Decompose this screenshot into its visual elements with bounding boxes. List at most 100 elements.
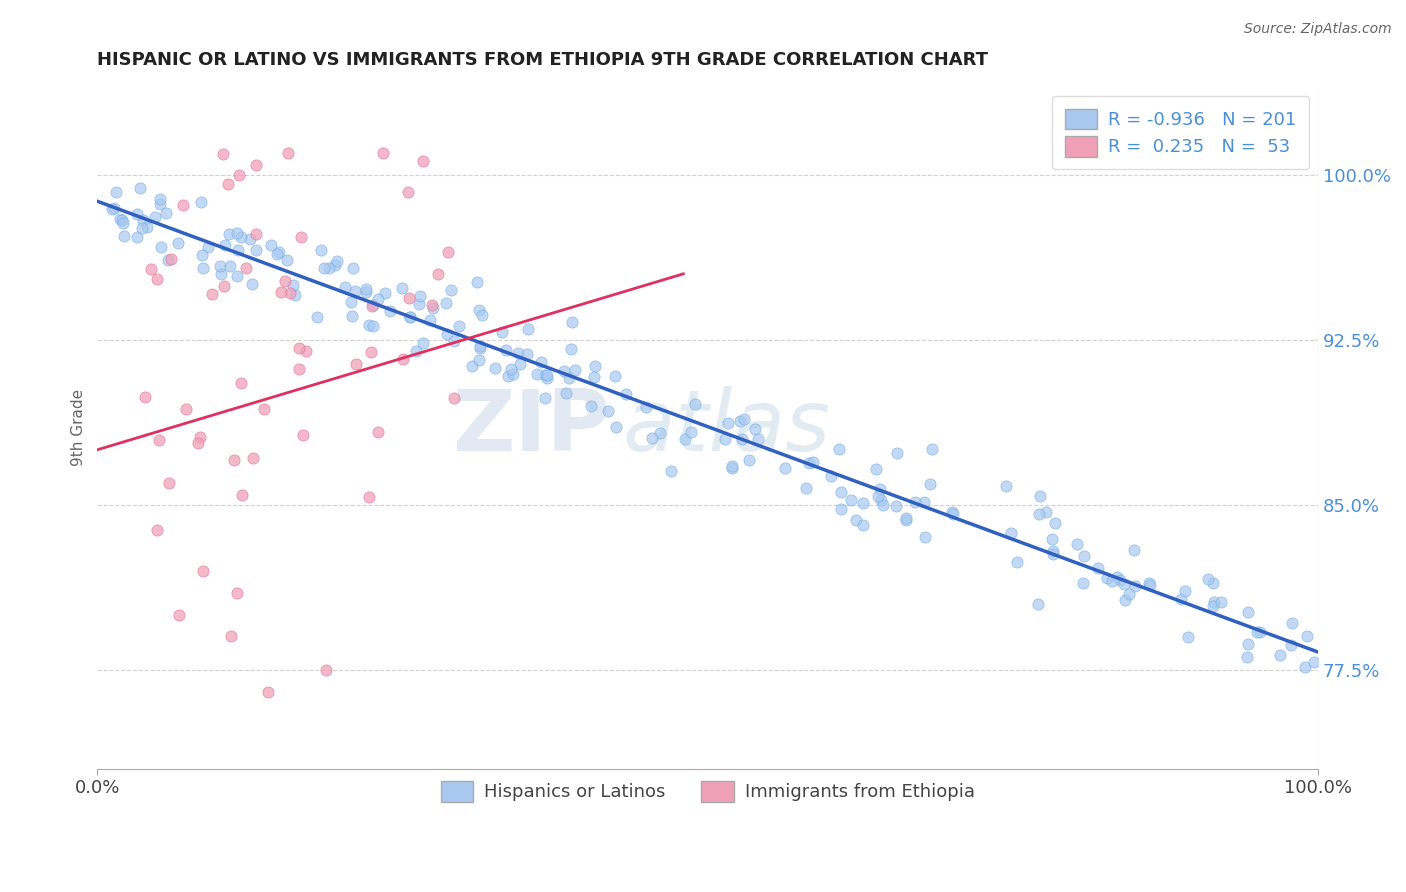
Point xyxy=(468,341,491,355)
Point xyxy=(801,455,824,469)
Y-axis label: 9th Grade: 9th Grade xyxy=(72,389,86,467)
Point xyxy=(434,296,457,310)
Point xyxy=(1028,508,1050,522)
Point xyxy=(744,422,766,436)
Point xyxy=(526,367,548,381)
Point xyxy=(1123,543,1146,558)
Point xyxy=(427,268,450,282)
Point xyxy=(1209,595,1232,609)
Point xyxy=(231,376,253,390)
Point xyxy=(1071,576,1094,591)
Point xyxy=(896,513,918,527)
Point xyxy=(101,202,124,216)
Point xyxy=(166,235,188,250)
Point xyxy=(509,357,531,371)
Point xyxy=(731,433,754,447)
Point xyxy=(405,343,427,358)
Point xyxy=(242,450,264,465)
Point xyxy=(420,297,443,311)
Point xyxy=(730,414,752,428)
Point xyxy=(290,230,312,244)
Point xyxy=(219,629,242,643)
Point xyxy=(281,278,304,293)
Point xyxy=(125,230,148,244)
Point xyxy=(679,425,702,439)
Point xyxy=(1066,537,1088,551)
Point xyxy=(315,663,337,677)
Point xyxy=(1236,650,1258,665)
Point xyxy=(830,485,852,500)
Point xyxy=(1101,574,1123,589)
Point xyxy=(231,230,253,244)
Point xyxy=(437,245,460,260)
Point xyxy=(143,211,166,225)
Point xyxy=(103,201,125,215)
Point xyxy=(139,261,162,276)
Point xyxy=(517,322,540,336)
Point xyxy=(605,368,627,383)
Point xyxy=(673,433,696,447)
Point xyxy=(149,192,172,206)
Point xyxy=(191,248,214,262)
Point xyxy=(374,285,396,300)
Point xyxy=(994,479,1017,493)
Point xyxy=(894,511,917,525)
Point xyxy=(191,260,214,275)
Point xyxy=(357,490,380,504)
Point xyxy=(1043,516,1066,530)
Point xyxy=(146,523,169,537)
Point xyxy=(884,499,907,513)
Point xyxy=(465,275,488,289)
Point xyxy=(914,530,936,544)
Point xyxy=(412,154,434,169)
Point xyxy=(1095,571,1118,585)
Point xyxy=(648,425,671,440)
Point xyxy=(1073,549,1095,564)
Point xyxy=(1268,648,1291,662)
Point xyxy=(284,287,307,301)
Point xyxy=(188,430,211,444)
Point xyxy=(396,185,419,199)
Point xyxy=(335,280,357,294)
Point xyxy=(217,177,239,191)
Point xyxy=(598,404,620,418)
Point xyxy=(318,261,340,276)
Point xyxy=(1170,591,1192,606)
Point xyxy=(583,359,606,373)
Point xyxy=(231,488,253,502)
Point xyxy=(326,254,349,268)
Point xyxy=(443,334,465,348)
Point xyxy=(270,285,292,300)
Point xyxy=(135,219,157,234)
Point xyxy=(733,412,755,426)
Point xyxy=(872,499,894,513)
Point xyxy=(219,259,242,273)
Point xyxy=(1125,579,1147,593)
Point xyxy=(218,227,240,242)
Point xyxy=(1139,578,1161,592)
Point xyxy=(1139,576,1161,591)
Point xyxy=(128,181,150,195)
Point xyxy=(149,197,172,211)
Point xyxy=(866,489,889,503)
Point xyxy=(226,243,249,257)
Point xyxy=(449,319,471,334)
Point xyxy=(502,367,524,381)
Point xyxy=(918,477,941,491)
Point xyxy=(412,335,434,350)
Point xyxy=(1281,615,1303,630)
Point xyxy=(1114,592,1136,607)
Point xyxy=(536,370,558,384)
Point xyxy=(533,368,555,383)
Point xyxy=(159,252,181,266)
Point xyxy=(155,206,177,220)
Point xyxy=(408,289,430,303)
Point xyxy=(1105,570,1128,584)
Point xyxy=(436,326,458,341)
Point xyxy=(373,145,395,160)
Point xyxy=(461,359,484,373)
Point xyxy=(797,456,820,470)
Point xyxy=(1042,532,1064,546)
Point xyxy=(259,238,281,252)
Point xyxy=(1249,625,1271,640)
